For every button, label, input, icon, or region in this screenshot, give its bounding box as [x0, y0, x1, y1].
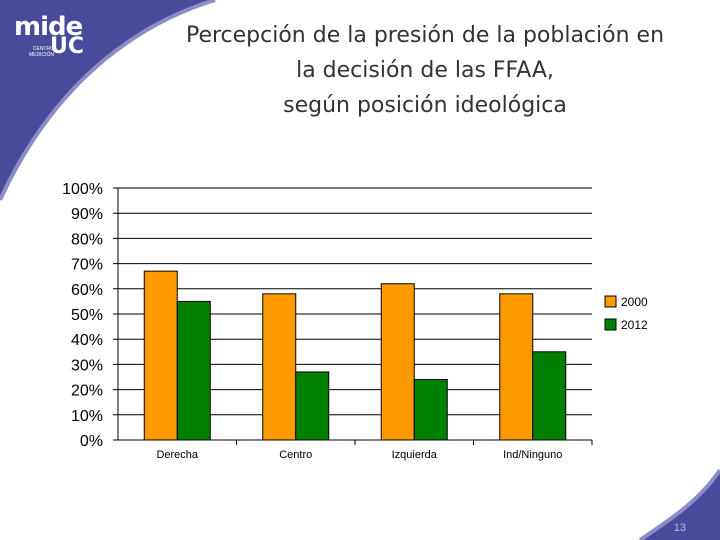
- bar-2000: [380, 283, 415, 441]
- bar-2012: [295, 371, 330, 441]
- bar-2012: [413, 379, 448, 441]
- logo-main-text: mide: [14, 12, 83, 42]
- mide-uc-logo: mide UC CENTRO MEDICIÓN: [14, 12, 114, 64]
- title-line: según posición ideológica: [283, 93, 567, 118]
- bar-2000: [262, 293, 297, 441]
- legend-label: 2000: [621, 295, 648, 309]
- x-category-label: Derecha: [156, 449, 198, 461]
- logo-subtitle: CENTRO MEDICIÓN: [29, 46, 54, 58]
- bar-2012: [532, 351, 567, 441]
- bar-2012: [176, 300, 211, 441]
- y-tick-label: 30%: [71, 357, 103, 374]
- logo-uc-text: UC: [50, 34, 85, 59]
- y-tick-label: 80%: [71, 231, 103, 248]
- legend-swatch: [604, 295, 617, 308]
- y-tick-label: 90%: [71, 206, 103, 223]
- bar-2000: [499, 293, 534, 441]
- title-line: Percepción de la presión de la población…: [185, 23, 665, 48]
- x-category-label: Izquierda: [392, 449, 438, 461]
- y-tick-label: 10%: [71, 408, 103, 425]
- slide-title: Percepción de la presión de la población…: [150, 18, 700, 123]
- y-tick-label: 0%: [80, 433, 103, 450]
- bar-2000: [143, 270, 178, 441]
- y-tick-label: 50%: [71, 307, 103, 324]
- y-tick-label: 20%: [71, 383, 103, 400]
- title-line: la decisión de las FFAA,: [296, 58, 554, 83]
- y-tick-label: 40%: [71, 332, 103, 349]
- page-number: 13: [673, 522, 686, 534]
- x-category-label: Centro: [279, 449, 312, 461]
- y-tick-label: 60%: [71, 282, 103, 299]
- legend-label: 2012: [621, 318, 648, 332]
- y-tick-label: 70%: [71, 257, 103, 274]
- y-tick-label: 100%: [62, 181, 103, 198]
- x-category-label: Ind/Ninguno: [503, 449, 562, 461]
- legend-swatch: [604, 318, 617, 331]
